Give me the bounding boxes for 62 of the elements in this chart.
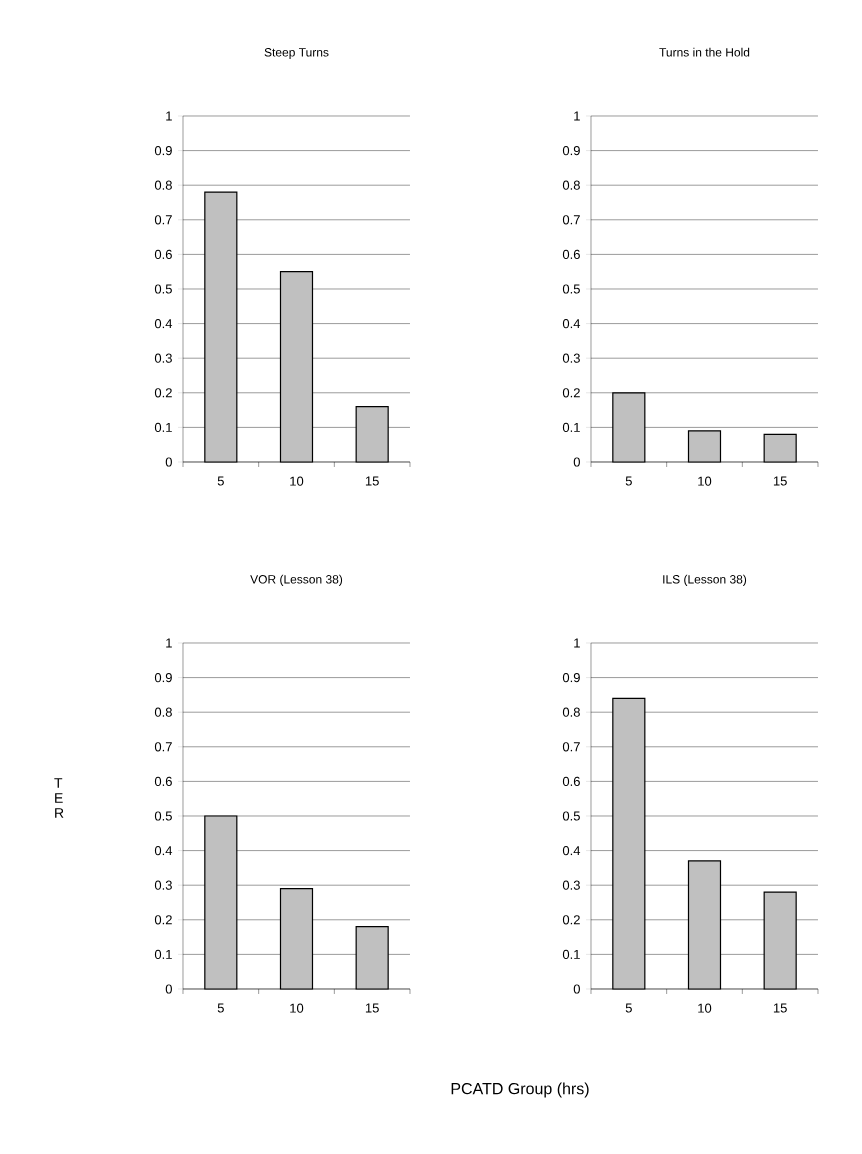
x-axis-title: PCATD Group (hrs) [451, 1082, 589, 1098]
y-tick-label: 0.1 [154, 422, 172, 432]
y-tick-label: 1 [166, 111, 172, 121]
y-tick-label: 0.2 [562, 915, 580, 925]
y-tick-label: 0 [573, 457, 580, 467]
y-tick-label: 0.9 [154, 672, 172, 683]
y-tick-label: 0.4 [562, 845, 581, 856]
x-tick-label: 10 [290, 1003, 304, 1013]
y-tick-label: 0.7 [154, 215, 172, 225]
y-tick-label: 0.5 [562, 284, 580, 294]
x-tick-label: 5 [625, 476, 632, 486]
y-tick-label: 0.9 [562, 145, 580, 156]
x-tick-label: 5 [217, 476, 224, 486]
y-tick-label: 0.7 [154, 742, 172, 752]
y-tick-label: 1 [166, 638, 172, 648]
y-tick-label: 0.8 [562, 180, 580, 190]
y-tick-label: 0.2 [154, 915, 172, 925]
y-tick-label: 0.9 [562, 672, 580, 683]
y-tick-label: 0 [165, 984, 172, 994]
x-tick-label: 15 [773, 1003, 787, 1013]
y-tick-label: 0.1 [562, 422, 580, 432]
y-tick-label: 0.8 [154, 180, 172, 190]
y-tick-label: 0.8 [562, 707, 580, 717]
y-tick-label: 0.5 [154, 811, 172, 821]
y-tick-label: 0.3 [562, 880, 580, 890]
y-tick-label: 0.6 [154, 776, 172, 786]
x-tick-label: 15 [773, 476, 787, 486]
x-tick-label: 5 [625, 1003, 632, 1013]
chart-title: Turns in the Hold [659, 47, 750, 57]
y-tick-label: 0.6 [562, 249, 580, 259]
y-tick-label: 0 [165, 457, 172, 467]
y-tick-label: 0.2 [154, 388, 172, 398]
y-tick-label: 0.2 [562, 388, 580, 398]
chart-title: VOR (Lesson 38) [250, 574, 343, 586]
x-tick-label: 15 [365, 476, 379, 486]
x-tick-label: 10 [290, 476, 304, 486]
y-tick-label: 0 [573, 984, 580, 994]
y-tick-label: 0.1 [562, 949, 580, 959]
x-tick-label: 5 [217, 1003, 224, 1013]
x-tick-label: 10 [698, 476, 712, 486]
y-tick-label: 0.4 [154, 318, 173, 329]
x-tick-label: 10 [698, 1003, 712, 1013]
chart-title: Steep Turns [264, 48, 329, 59]
y-tick-label: 1 [574, 111, 580, 121]
y-axis-title: T E R [54, 778, 64, 818]
chart-title: ILS (Lesson 38) [663, 574, 747, 586]
y-tick-label: 0.4 [562, 318, 581, 329]
y-tick-label: 0.5 [154, 284, 172, 294]
y-tick-label: 0.1 [154, 949, 172, 959]
y-tick-label: 0.8 [154, 707, 172, 717]
y-tick-label: 0.3 [562, 353, 580, 363]
y-tick-label: 0.7 [562, 215, 580, 225]
y-tick-label: 0.5 [562, 811, 580, 821]
y-tick-label: 0.4 [154, 845, 173, 856]
y-tick-label: 1 [574, 638, 580, 648]
y-tick-label: 0.9 [154, 145, 172, 156]
y-tick-label: 0.3 [154, 880, 172, 890]
y-tick-label: 0.6 [154, 249, 172, 259]
y-tick-label: 0.3 [154, 353, 172, 363]
y-tick-label: 0.7 [562, 742, 580, 752]
x-tick-label: 15 [365, 1003, 379, 1013]
y-tick-label: 0.6 [562, 776, 580, 786]
